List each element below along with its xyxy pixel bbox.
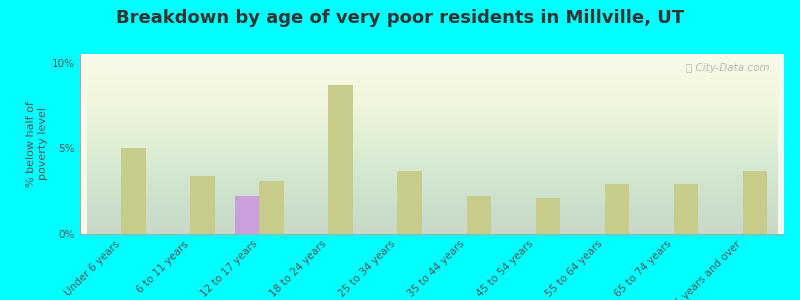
Bar [259, 181, 284, 234]
Bar [329, 85, 353, 234]
Text: Breakdown by age of very poor residents in Millville, UT: Breakdown by age of very poor residents … [116, 9, 684, 27]
Bar [605, 184, 629, 234]
Bar [674, 184, 698, 234]
Bar [742, 171, 766, 234]
Text: ⓘ City-Data.com: ⓘ City-Data.com [686, 63, 770, 73]
Bar [235, 196, 259, 234]
Bar [535, 198, 560, 234]
Bar [190, 176, 214, 234]
Bar [466, 196, 490, 234]
Bar [398, 171, 422, 234]
Y-axis label: % below half of
poverty level: % below half of poverty level [26, 101, 48, 187]
Bar [122, 148, 146, 234]
